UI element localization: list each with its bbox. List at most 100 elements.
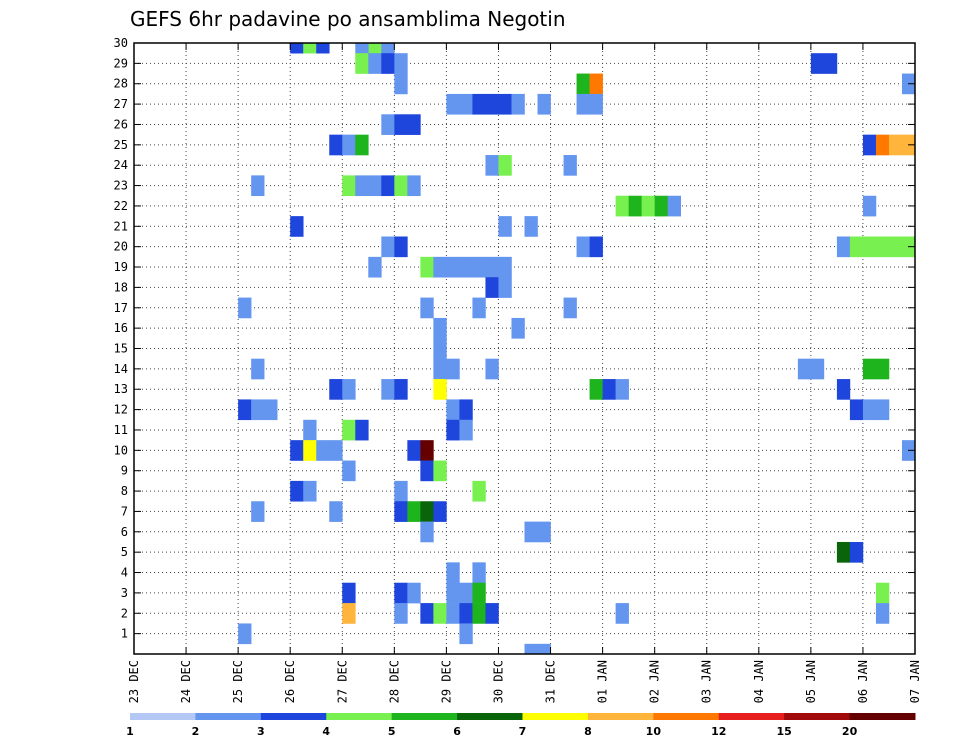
heatmap-cell — [394, 114, 408, 135]
heatmap-cell — [316, 440, 330, 461]
heatmap-cell — [342, 175, 356, 197]
heatmap-cell — [290, 216, 304, 237]
chart-title: GEFS 6hr padavine po ansamblima Negotin — [130, 7, 566, 31]
x-tick-label: 31 DEC — [544, 660, 558, 703]
heatmap-cell — [576, 73, 590, 95]
heatmap-cell — [407, 175, 421, 197]
heatmap-cell — [641, 195, 655, 217]
heatmap-cell — [368, 175, 382, 197]
heatmap-cell — [355, 43, 369, 54]
y-tick-label: 22 — [114, 199, 128, 213]
heatmap-cell — [485, 155, 499, 176]
x-tick-label: 25 DEC — [231, 660, 245, 703]
x-tick-label: 03 JAN — [700, 660, 714, 703]
x-axis-ticks: 23 DEC 24 DEC 25 DEC 26 DEC 27 DEC 28 DEC 29 D… — [127, 43, 922, 703]
y-tick-label: 11 — [114, 423, 128, 437]
heatmap-cell — [446, 603, 460, 624]
heatmap-cell — [381, 43, 395, 54]
heatmap-cell — [524, 521, 538, 543]
heatmap-cell — [355, 53, 369, 74]
grid-lines — [134, 43, 915, 654]
heatmap-cell — [394, 603, 408, 624]
heatmap-cell — [394, 582, 408, 604]
y-tick-label: 30 — [114, 36, 128, 50]
y-tick-label: 8 — [121, 484, 128, 498]
y-tick-label: 29 — [114, 56, 128, 70]
y-tick-label: 3 — [121, 586, 128, 600]
heatmap-cell — [563, 155, 577, 176]
heatmap-cell — [433, 338, 447, 359]
y-tick-label: 13 — [114, 382, 128, 396]
y-tick-label: 5 — [121, 545, 128, 559]
heatmap-cell — [355, 175, 369, 197]
heatmap-cell — [433, 603, 447, 624]
heatmap-cell — [394, 73, 408, 95]
legend-swatch — [784, 713, 851, 720]
x-tick-label: 04 JAN — [752, 660, 766, 703]
legend-swatch — [718, 713, 785, 720]
y-tick-label: 23 — [114, 179, 128, 193]
x-tick-label: 06 JAN — [856, 660, 870, 703]
heatmap-cell — [342, 603, 356, 624]
heatmap-cell — [238, 623, 252, 645]
heatmap-cell — [888, 236, 903, 258]
heatmap-cell — [303, 43, 317, 54]
x-tick-label: 24 DEC — [179, 660, 193, 703]
heatmap-cell — [498, 155, 512, 176]
y-tick-label: 14 — [114, 362, 128, 376]
heatmap-cell — [589, 236, 603, 258]
heatmap-cell — [420, 603, 434, 624]
y-tick-label: 28 — [114, 77, 128, 91]
legend-swatch — [391, 713, 458, 720]
x-tick-label: 07 JAN — [908, 660, 922, 703]
heatmap-cell — [472, 256, 486, 278]
heatmap-cell — [381, 379, 395, 400]
heatmap-cell — [498, 93, 512, 115]
heatmap-cell — [537, 93, 551, 115]
heatmap-cell — [498, 216, 512, 237]
y-tick-label: 26 — [114, 117, 128, 131]
heatmap-cell — [862, 195, 877, 217]
heatmap-cell — [342, 419, 356, 441]
heatmap-cell — [329, 379, 343, 400]
heatmap-cell — [862, 358, 877, 380]
heatmap-cell — [836, 236, 851, 258]
plot-frame — [133, 42, 916, 655]
heatmap-cell — [836, 379, 851, 400]
heatmap-cell — [355, 419, 369, 441]
heatmap-cell — [524, 216, 538, 237]
legend-level-label: 6 — [453, 725, 461, 738]
heatmap-cell — [420, 501, 434, 522]
heatmap-cell — [576, 236, 590, 258]
heatmap-cell — [251, 399, 265, 421]
heatmap-cell — [433, 256, 447, 278]
heatmap-cell — [654, 195, 668, 217]
heatmap-cell — [511, 317, 525, 339]
heatmap-cell — [472, 297, 486, 319]
heatmap-cell — [459, 582, 473, 604]
x-tick-label: 23 DEC — [127, 660, 141, 703]
heatmap-cell — [238, 399, 252, 421]
y-tick-label: 18 — [114, 280, 128, 294]
x-tick-label: 05 JAN — [804, 660, 818, 703]
y-tick-label: 10 — [114, 443, 128, 457]
y-tick-label: 17 — [114, 301, 128, 315]
heatmap-cell — [381, 236, 395, 258]
heatmap-cell — [251, 175, 265, 197]
color-legend: 1 2 3 4 5 6 7 8 10 12 15 20 — [126, 713, 916, 738]
heatmap-cell — [342, 134, 356, 156]
heatmap-cell — [446, 419, 460, 441]
heatmap-cell — [862, 134, 877, 156]
heatmap-cell — [485, 603, 499, 624]
heatmap-cell — [459, 603, 473, 624]
heatmap-cell — [862, 399, 877, 421]
legend-level-label: 3 — [257, 725, 265, 738]
heatmap-cell — [875, 134, 890, 156]
heatmap-cell — [823, 53, 838, 74]
heatmap-cell — [472, 562, 486, 584]
heatmap-cell — [888, 134, 903, 156]
y-axis-ticks: 1234567891011121314151617181920212223242… — [114, 36, 915, 641]
heatmap-cell — [303, 440, 317, 461]
legend-swatch — [260, 713, 327, 720]
heatmap-cell — [290, 43, 304, 54]
